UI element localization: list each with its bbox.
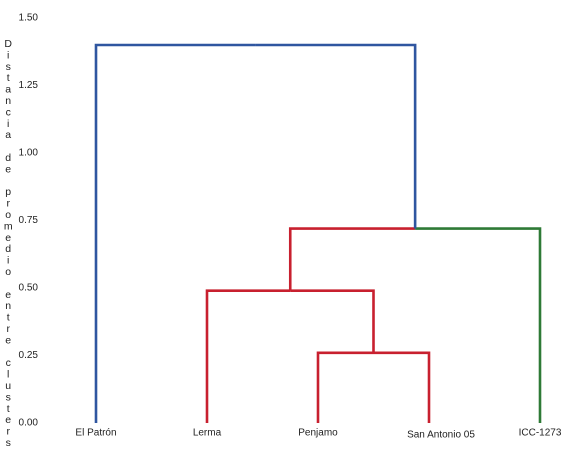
dendrogram-link: [288, 227, 416, 291]
y-tick-label: 0.25: [19, 350, 39, 361]
y-tick-label: 1.00: [19, 148, 39, 159]
leaf-label: San Antonio 05: [407, 430, 475, 441]
dendrogram-link: [94, 43, 256, 423]
leaf-label: El Patrón: [75, 428, 116, 439]
y-tick-label: 0.00: [19, 418, 39, 429]
leaf-label: Lerma: [193, 428, 222, 439]
y-axis-label: Distancia de promedio entre clusters: [2, 38, 14, 448]
y-tick-label: 1.50: [19, 13, 39, 24]
y-tick-label: 1.25: [19, 80, 39, 91]
y-tick-label: 0.50: [19, 283, 39, 294]
leaf-label: ICC-1273: [519, 428, 562, 439]
dendrogram-link: [290, 289, 375, 353]
dendrogram-link: [415, 227, 542, 423]
dendrogram-link: [373, 351, 431, 423]
dendrogram-link: [205, 289, 291, 423]
dendrogram-link: [316, 351, 374, 423]
leaf-label: Penjamo: [298, 428, 338, 439]
dendrogram-link: [255, 43, 417, 229]
y-tick-label: 0.75: [19, 215, 39, 226]
